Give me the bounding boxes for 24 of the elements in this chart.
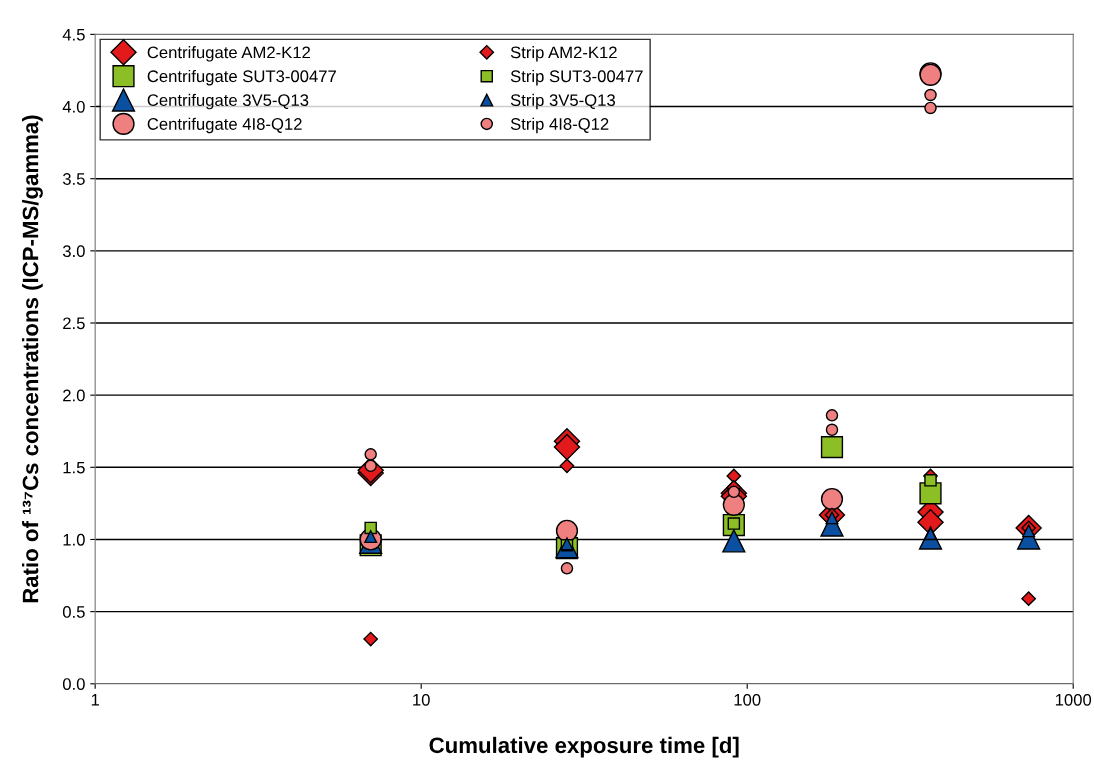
legend-label: Centrifugate AM2-K12: [147, 46, 310, 62]
y-tick-label: 2.0: [63, 389, 85, 402]
legend-label: Strip 4I8-Q12: [510, 117, 609, 134]
y-tick-label: 0.0: [62, 678, 85, 690]
legend-label: Centrifugate 3V5-Q13: [147, 93, 309, 110]
legend-label: Centrifugate 4I8-Q12: [147, 117, 302, 134]
y-tick-label: 4.5: [62, 28, 85, 41]
y-tick-label: 1.5: [63, 461, 85, 474]
x-tick-label: 1: [91, 694, 99, 706]
x-tick-label: 1000: [1055, 693, 1092, 706]
x-tick-label: 100: [734, 693, 761, 706]
legend-label: Centrifugate SUT3-00477: [147, 69, 336, 86]
legend-label: Strip SUT3-00477: [510, 69, 643, 86]
y-axis-title: Ratio of ¹³⁷Cs concentrations (ICP-MS/gamma): [22, 115, 43, 603]
y-tick-label: 3.0: [62, 245, 85, 258]
y-tick-label: 0.5: [62, 606, 85, 618]
y-tick-label: 2.5: [63, 317, 85, 330]
legend-label: Strip 3V5-Q13: [510, 93, 615, 110]
y-tick-label: 4.0: [62, 100, 85, 113]
y-tick-label: 3.5: [62, 173, 85, 185]
x-tick-label: 10: [413, 693, 430, 706]
y-tick-label: 1.0: [63, 533, 85, 546]
legend-label: Strip AM2-K12: [510, 46, 617, 62]
x-axis-title: Cumulative exposure time [d]: [429, 736, 739, 758]
